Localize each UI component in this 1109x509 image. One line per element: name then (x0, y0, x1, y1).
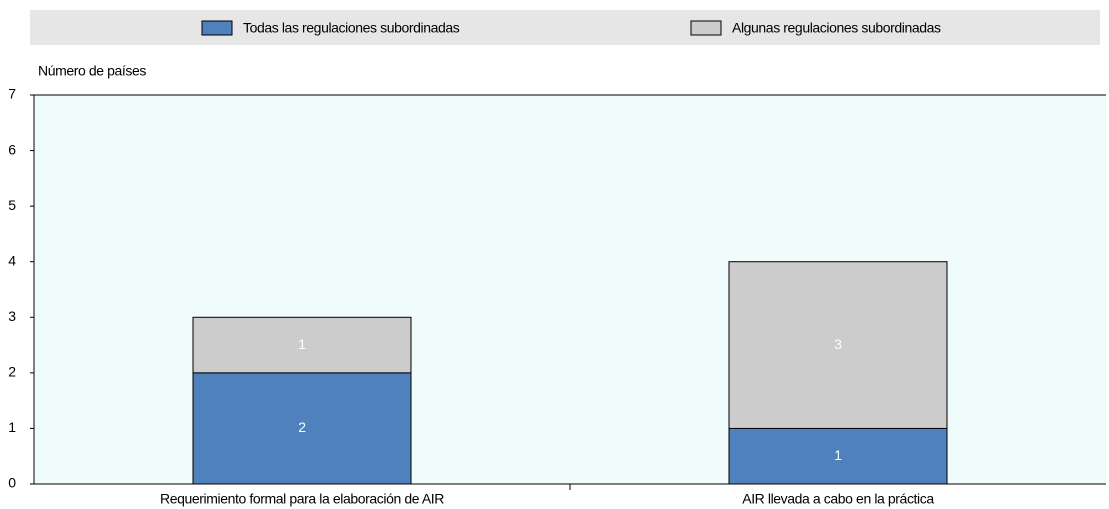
legend-swatch (201, 20, 233, 36)
y-tick-label: 0 (8, 475, 16, 491)
bar-segment (728, 261, 948, 429)
y-tick-label: 7 (8, 86, 16, 102)
y-tick-label: 3 (8, 308, 16, 324)
y-axis-label: Número de países (38, 63, 146, 79)
legend-label: Todas las regulaciones subordinadas (243, 20, 460, 36)
legend-swatch (690, 20, 722, 36)
x-tick-label: AIR llevada a cabo en la práctica (742, 491, 934, 507)
legend-label: Algunas regulaciones subordinadas (732, 20, 941, 36)
data-label: 1 (834, 447, 842, 463)
y-tick-label: 4 (8, 252, 16, 268)
y-tick-label: 1 (8, 419, 16, 435)
y-tick-label: 6 (8, 141, 16, 157)
data-label: 2 (298, 419, 306, 435)
bar-segment (192, 316, 412, 374)
y-tick-label: 2 (8, 364, 16, 380)
data-label: 1 (298, 336, 306, 352)
y-tick-label: 5 (8, 197, 16, 213)
x-tick-label: Requerimiento formal para la elaboración… (160, 491, 444, 507)
data-label: 3 (834, 336, 842, 352)
